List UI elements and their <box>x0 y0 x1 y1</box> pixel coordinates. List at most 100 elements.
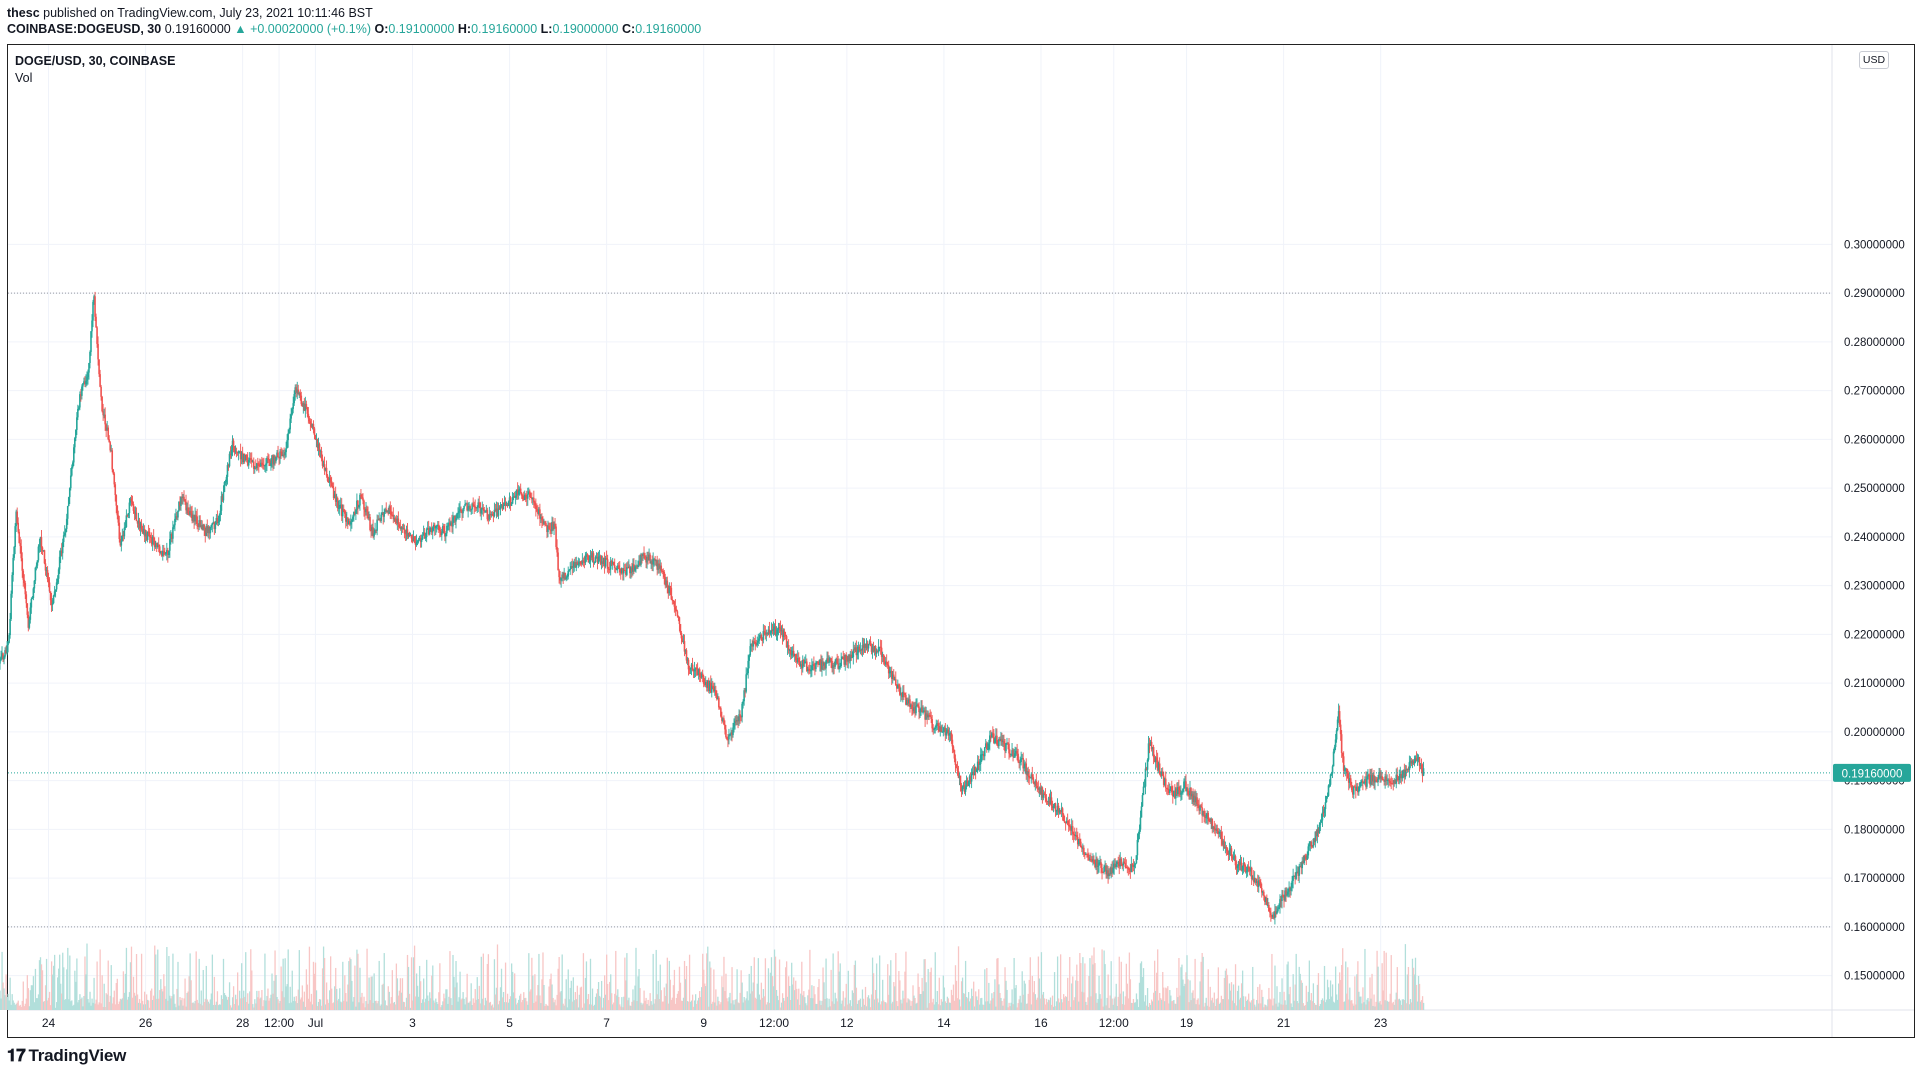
volume-bar <box>1174 1003 1176 1010</box>
volume-bar <box>747 1000 749 1010</box>
candle-body <box>363 500 365 510</box>
candle-body <box>521 495 524 499</box>
candle-body <box>640 554 642 565</box>
volume-bar <box>1133 1002 1136 1010</box>
volume-bar <box>143 991 146 1010</box>
candle-body <box>343 511 346 514</box>
volume-bar <box>95 999 97 1010</box>
candle-body <box>427 528 430 535</box>
volume-bar <box>500 968 503 1010</box>
candle-body <box>1214 829 1217 831</box>
volume-bar <box>1050 1004 1053 1010</box>
volume-bar <box>723 956 725 1010</box>
candle-body <box>85 380 87 385</box>
candle-body <box>552 522 554 530</box>
volume-bar <box>563 1005 565 1010</box>
volume-bar <box>14 1005 16 1010</box>
candle-body <box>461 511 463 514</box>
volume-bar <box>793 977 795 1010</box>
candle-body <box>106 427 108 431</box>
volume-bar <box>1236 990 1239 1010</box>
volume-bar <box>730 1003 732 1010</box>
candle-body <box>27 614 30 628</box>
candle-body <box>0 660 1 664</box>
candle-body <box>955 764 958 769</box>
candle-body <box>1279 899 1281 908</box>
candle-body <box>825 660 827 669</box>
candle-body <box>124 527 127 529</box>
volume-bar <box>1000 997 1002 1010</box>
volume-bar <box>1405 1003 1408 1010</box>
volume-bar <box>261 989 263 1010</box>
volume-bar <box>666 957 668 1010</box>
volume-bar <box>535 1001 537 1010</box>
candle-body <box>1134 863 1137 865</box>
volume-bar <box>1208 1006 1210 1010</box>
volume-bar <box>165 998 167 1010</box>
candle-body <box>937 723 940 726</box>
volume-bar <box>736 969 738 1010</box>
volume-bar <box>1077 980 1079 1010</box>
candle-body <box>332 487 335 498</box>
candle-body <box>512 496 515 498</box>
volume-bar <box>635 947 637 1010</box>
volume-bar <box>737 1002 739 1010</box>
candle-body <box>659 565 662 569</box>
candle-body <box>1085 853 1087 855</box>
candle-body <box>1067 824 1070 827</box>
x-tick-label: 12:00 <box>759 1016 789 1030</box>
volume-bar <box>1218 1003 1221 1010</box>
volume-bar <box>831 1001 833 1010</box>
volume-bar <box>997 958 999 1010</box>
volume-bar <box>1279 991 1281 1010</box>
candle-body <box>848 655 851 662</box>
volume-bar <box>778 959 781 1010</box>
candle-body <box>680 632 683 639</box>
candle-body <box>1144 768 1147 787</box>
candle-body <box>940 726 943 732</box>
candle-body <box>986 749 989 751</box>
volume-bar <box>412 957 415 1010</box>
candle-body <box>403 528 406 534</box>
candle-body <box>1306 855 1309 860</box>
candle-body <box>253 466 256 469</box>
volume-bar <box>1127 998 1130 1010</box>
volume-bar <box>1146 988 1149 1010</box>
candle-body <box>1125 866 1128 868</box>
volume-bar <box>443 993 445 1010</box>
volume-bar <box>64 999 66 1010</box>
candle-body <box>1406 768 1409 770</box>
volume-bar <box>1268 987 1270 1010</box>
candle-body <box>721 716 723 721</box>
candle-body <box>291 408 293 415</box>
volume-bar <box>1403 999 1406 1010</box>
volume-bar <box>546 1005 548 1010</box>
candle-body <box>562 574 564 579</box>
volume-bar <box>300 997 302 1010</box>
volume-bar <box>993 991 995 1010</box>
candle-body <box>400 526 403 529</box>
volume-bar <box>828 998 830 1010</box>
candle-body <box>117 515 120 523</box>
candle-body <box>718 697 720 708</box>
candle-body <box>965 780 968 787</box>
candle-body <box>1150 741 1153 750</box>
volume-bar <box>494 994 497 1010</box>
volume-bar <box>172 953 174 1010</box>
currency-button[interactable]: USD <box>1859 51 1889 69</box>
volume-bar <box>438 992 440 1010</box>
volume-bar <box>382 983 384 1010</box>
candle-body <box>1227 851 1230 855</box>
volume-bar <box>658 999 660 1010</box>
candle-body <box>1202 811 1204 816</box>
candle-body <box>539 509 541 519</box>
candle-body <box>1160 771 1163 776</box>
volume-bar <box>383 953 385 1010</box>
candle-body <box>607 568 610 570</box>
candle-body <box>964 786 967 792</box>
volume-bar <box>941 1001 943 1010</box>
candle-body <box>902 691 904 698</box>
volume-bar <box>25 998 27 1010</box>
candle-body <box>35 565 38 568</box>
